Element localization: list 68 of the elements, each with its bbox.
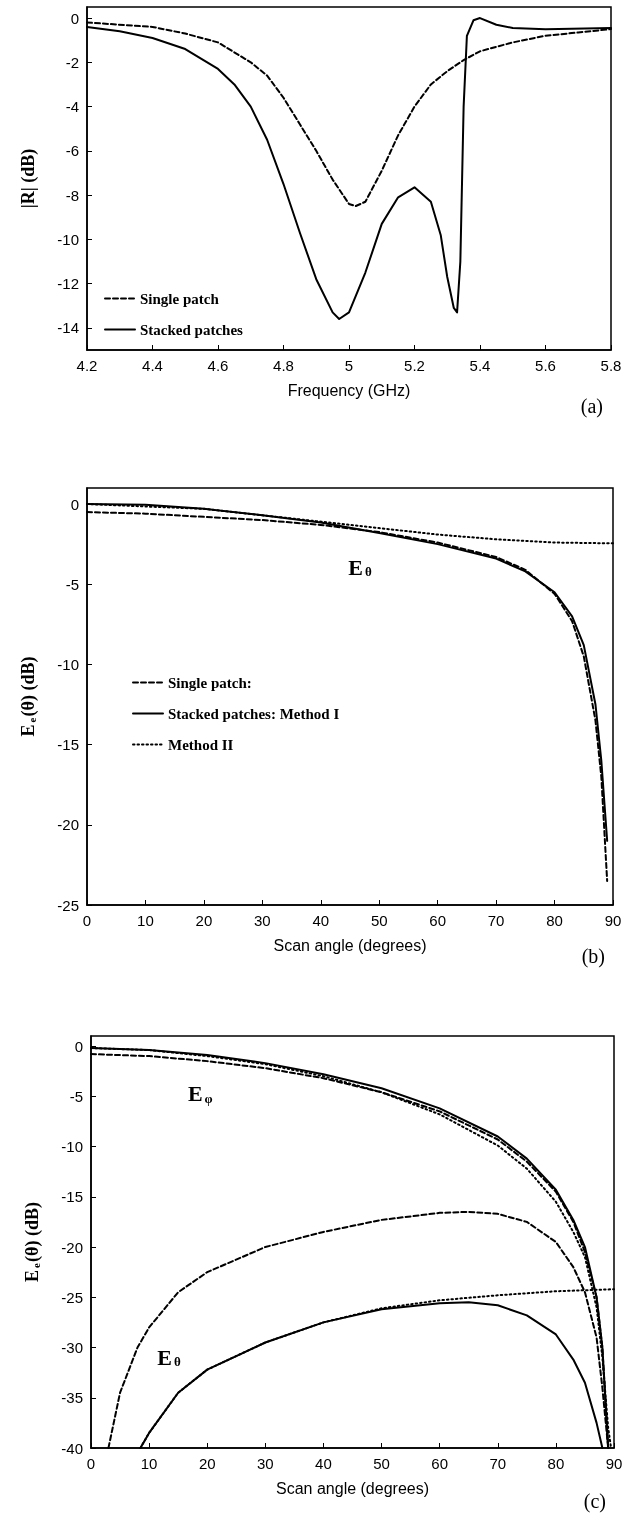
x-tick-label: 40 [312, 912, 330, 929]
x-tick-label: 4.4 [142, 357, 163, 374]
x-tick-label: 50 [370, 912, 388, 929]
y-tick-label: 0 [70, 495, 79, 513]
x-axis-title: Scan angle (degrees) [276, 1479, 429, 1497]
x-tick-label: 20 [195, 912, 213, 929]
x-tick-label: 80 [546, 912, 563, 929]
x-tick-label: 40 [315, 1455, 332, 1472]
x-tick-label: 4.6 [207, 357, 229, 374]
y-tick-label: 0 [70, 9, 79, 27]
x-tick-label: 10 [137, 912, 154, 929]
y-tick-label: -20 [57, 816, 79, 834]
y-tick-label: 0 [74, 1037, 83, 1055]
y-tick-label: -30 [61, 1339, 83, 1357]
x-tick-label: 5 [344, 357, 354, 374]
x-tick-label: 70 [489, 1455, 507, 1472]
y-tick-label: -10 [61, 1138, 83, 1156]
x-tick-label: 70 [487, 912, 505, 929]
x-tick-label: 60 [431, 1455, 449, 1472]
legend-label: Stacked patches [140, 321, 244, 338]
y-tick-label: -25 [61, 1288, 83, 1306]
x-tick-label: 60 [429, 912, 447, 929]
x-axis-title: Frequency (GHz) [287, 381, 411, 399]
x-tick-label: 30 [256, 1455, 274, 1472]
legend-label: Single patch [140, 290, 220, 307]
x-tick-label: 5.2 [404, 357, 425, 374]
y-tick-label: -25 [57, 896, 79, 914]
y-tick-label: -10 [57, 655, 79, 673]
y-tick-label: -35 [61, 1389, 83, 1407]
y-axis-title: Ee(θ) (dB) [22, 1202, 43, 1282]
x-tick-label: 5.6 [535, 357, 556, 374]
y-tick-label: -5 [65, 575, 79, 593]
y-tick-label: -40 [61, 1439, 83, 1457]
y-tick-label: -14 [57, 319, 79, 337]
y-tick-label: -2 [65, 53, 79, 71]
y-tick-label: -15 [57, 736, 79, 754]
y-tick-label: -8 [65, 186, 79, 204]
x-tick-label: 4.2 [76, 357, 98, 374]
legend-label: Single patch: [168, 674, 252, 691]
legend-label: Method II [168, 736, 234, 753]
x-tick-label: 80 [547, 1455, 565, 1472]
y-tick-label: -6 [65, 142, 79, 160]
y-axis-title: |R| (dB) [18, 148, 39, 209]
annotation: Eφ [187, 1081, 213, 1107]
x-tick-label: 5.4 [469, 357, 491, 374]
x-tick-label: 90 [605, 1455, 623, 1472]
y-tick-label: -4 [65, 98, 79, 116]
x-tick-label: 20 [198, 1455, 216, 1472]
text: (c) [583, 1490, 607, 1513]
x-tick-label: 5.8 [600, 357, 622, 374]
y-tick-label: -10 [57, 230, 79, 248]
annotation: Eθ [348, 554, 372, 580]
y-axis-title: Ee(θ) (dB) [18, 656, 39, 737]
text: (a) [580, 395, 604, 418]
y-tick-label: -15 [61, 1188, 83, 1206]
x-tick-label: 4.8 [273, 357, 294, 374]
y-tick-label: -20 [61, 1238, 83, 1256]
x-tick-label: 10 [140, 1455, 158, 1472]
legend-label: Stacked patches: Method I [168, 705, 340, 722]
x-axis-title: Scan angle (degrees) [273, 936, 427, 954]
x-tick-label: 90 [604, 912, 622, 929]
annotation: Eθ [157, 1344, 181, 1370]
x-tick-label: 30 [253, 912, 271, 929]
x-tick-label: 0 [86, 1455, 96, 1472]
y-tick-label: -5 [69, 1087, 83, 1105]
x-tick-label: 50 [373, 1455, 390, 1472]
y-tick-label: -12 [57, 275, 79, 293]
text: (b) [581, 945, 606, 968]
